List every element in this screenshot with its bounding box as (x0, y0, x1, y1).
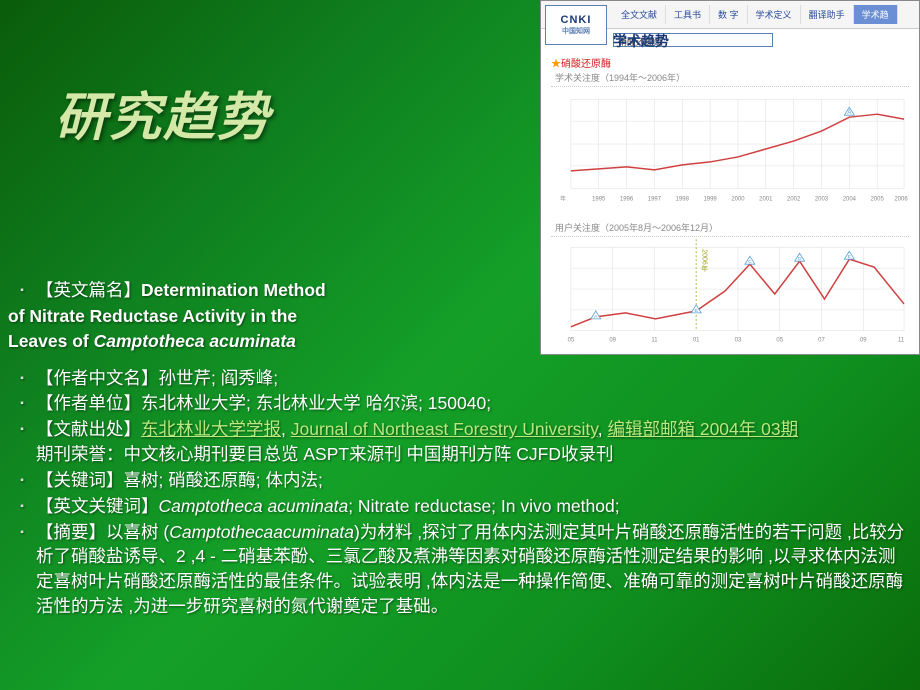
bullet-icon: ▪ (8, 391, 36, 416)
svg-text:2006: 2006 (894, 197, 908, 203)
keywords-cn-line: 【关键词】喜树; 硝酸还原酶; 体内法; (36, 468, 908, 493)
svg-text:2000: 2000 (731, 197, 745, 203)
bullet-icon: ▪ (8, 520, 36, 619)
english-title-line3: Leaves of Camptotheca acuminata (8, 329, 388, 354)
cnki-tab-tools[interactable]: 工具书 (666, 5, 710, 24)
cnki-tab-definitions[interactable]: 学术定义 (748, 5, 801, 24)
bullet-icon: ▪ (8, 494, 36, 519)
cnki-logo: CNKI 中国知网 (545, 5, 607, 45)
source-link-editorial[interactable]: 编辑部邮箱 (607, 419, 695, 439)
chart1-svg: A 年 1995 1996 1997 1998 1999 2000 2001 2002 200… (551, 87, 909, 211)
authors-line: 【作者中文名】孙世芹; 阎秀峰; (36, 366, 908, 391)
svg-text:2002: 2002 (787, 197, 801, 203)
keywords-en-line: 【英文关键词】Camptotheca acuminata; Nitrate re… (36, 494, 908, 519)
cnki-keyword-line: ★硝酸还原酶 (551, 55, 611, 70)
chart2-vline-label: 2006年 (701, 249, 708, 273)
abstract-block: 【摘要】以喜树 (Camptothecaacuminata)为材料 ,探讨了用体… (36, 520, 908, 619)
bullet-icon: ▪ (8, 417, 36, 467)
cnki-tabs: 全文文献 工具书 数 字 学术定义 翻译助手 学术趋 (613, 5, 898, 24)
svg-text:年: 年 (560, 195, 566, 203)
journal-honors: 期刊荣誉：中文核心期刊要目总览 ASPT来源刊 中国期刊方阵 CJFD收录刊 (36, 444, 614, 464)
bullet-icon: ▪ (8, 366, 36, 391)
affiliation-line: 【作者单位】东北林业大学; 东北林业大学 哈尔滨; 150040; (36, 391, 908, 416)
cnki-tab-numbers[interactable]: 数 字 (710, 5, 748, 24)
svg-text:1999: 1999 (703, 197, 717, 203)
chart2-title: 用户关注度（2005年8月～2006年12月） (551, 219, 909, 237)
svg-text:2004: 2004 (843, 197, 857, 203)
bullet-icon: ▪ (8, 468, 36, 493)
chart1-line (571, 114, 904, 171)
article-content: ▪ 【英文篇名】Determination Method of Nitrate … (8, 278, 908, 620)
svg-text:2005: 2005 (871, 197, 885, 203)
svg-text:D: D (798, 256, 802, 262)
cnki-brand-sub: 中国知网 (562, 26, 590, 36)
slide-title: 研究趋势 (55, 75, 271, 150)
source-line: 【文献出处】东北林业大学学报, Journal of Northeast For… (36, 417, 908, 467)
source-link-journal-en[interactable]: Journal of Northeast Forestry University (291, 419, 598, 439)
english-title-line2: of Nitrate Reductase Activity in the (8, 304, 388, 329)
cnki-brand-text: CNKI (561, 14, 592, 26)
chart-academic-attention: 学术关注度（1994年～2006年） A 年 1995 1996 1997 1998 1… (551, 69, 909, 209)
svg-text:2001: 2001 (759, 197, 773, 203)
source-link-journal-cn[interactable]: 东北林业大学学报 (141, 419, 281, 439)
svg-text:1997: 1997 (648, 197, 662, 203)
cnki-tab-translate[interactable]: 翻译助手 (801, 5, 854, 24)
svg-text:1996: 1996 (620, 197, 634, 203)
english-title-line1: 【英文篇名】Determination Method (36, 278, 416, 303)
source-link-issue[interactable]: 2004年 03期 (695, 419, 798, 439)
cnki-tab-trend[interactable]: 学术趋 (854, 5, 898, 24)
svg-text:C: C (748, 259, 752, 265)
bullet-icon: ▪ (8, 278, 36, 303)
chart1-title: 学术关注度（1994年～2006年） (551, 69, 909, 87)
chart1-marker-a-label: A (847, 110, 851, 116)
svg-text:1995: 1995 (592, 197, 606, 203)
svg-text:1998: 1998 (676, 197, 690, 203)
svg-text:2003: 2003 (815, 197, 829, 203)
cnki-tab-fulltext[interactable]: 全文文献 (613, 5, 666, 24)
cnki-trend-label: 学术趋势 (613, 31, 669, 51)
